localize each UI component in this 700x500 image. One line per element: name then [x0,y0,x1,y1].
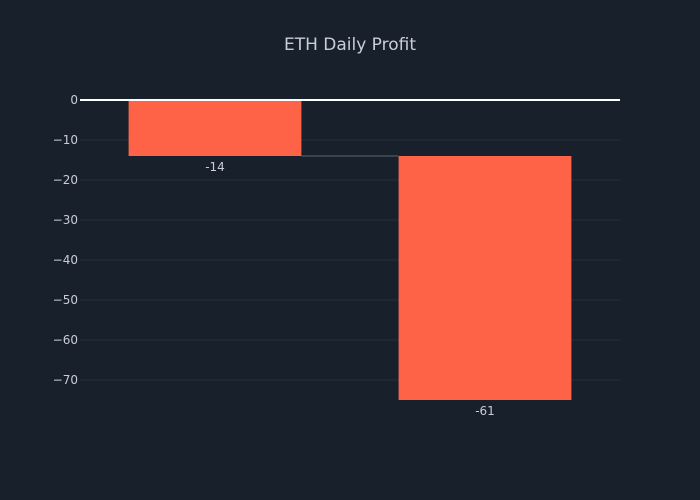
y-tick-label: −70 [53,373,78,387]
y-tick-label: −30 [53,213,78,227]
y-tick-label: 0 [70,93,78,107]
waterfall-bar[interactable] [128,100,302,156]
y-tick-label: −10 [53,133,78,147]
bar-layer [128,100,572,400]
y-tick-label: −20 [53,173,78,187]
waterfall-bar[interactable] [398,156,572,400]
chart-title: ETH Daily Profit [284,35,416,55]
grid-layer [80,139,620,381]
bar-value-label: -61 [475,404,495,418]
y-tick-label: −40 [53,253,78,267]
y-tick-label: −60 [53,333,78,347]
y-tick-label: −50 [53,293,78,307]
bar-value-label: -14 [205,160,225,174]
label-layer: 0 −10 −20 −30 −40 −50 −60 −70 -14 -61 [53,93,495,418]
